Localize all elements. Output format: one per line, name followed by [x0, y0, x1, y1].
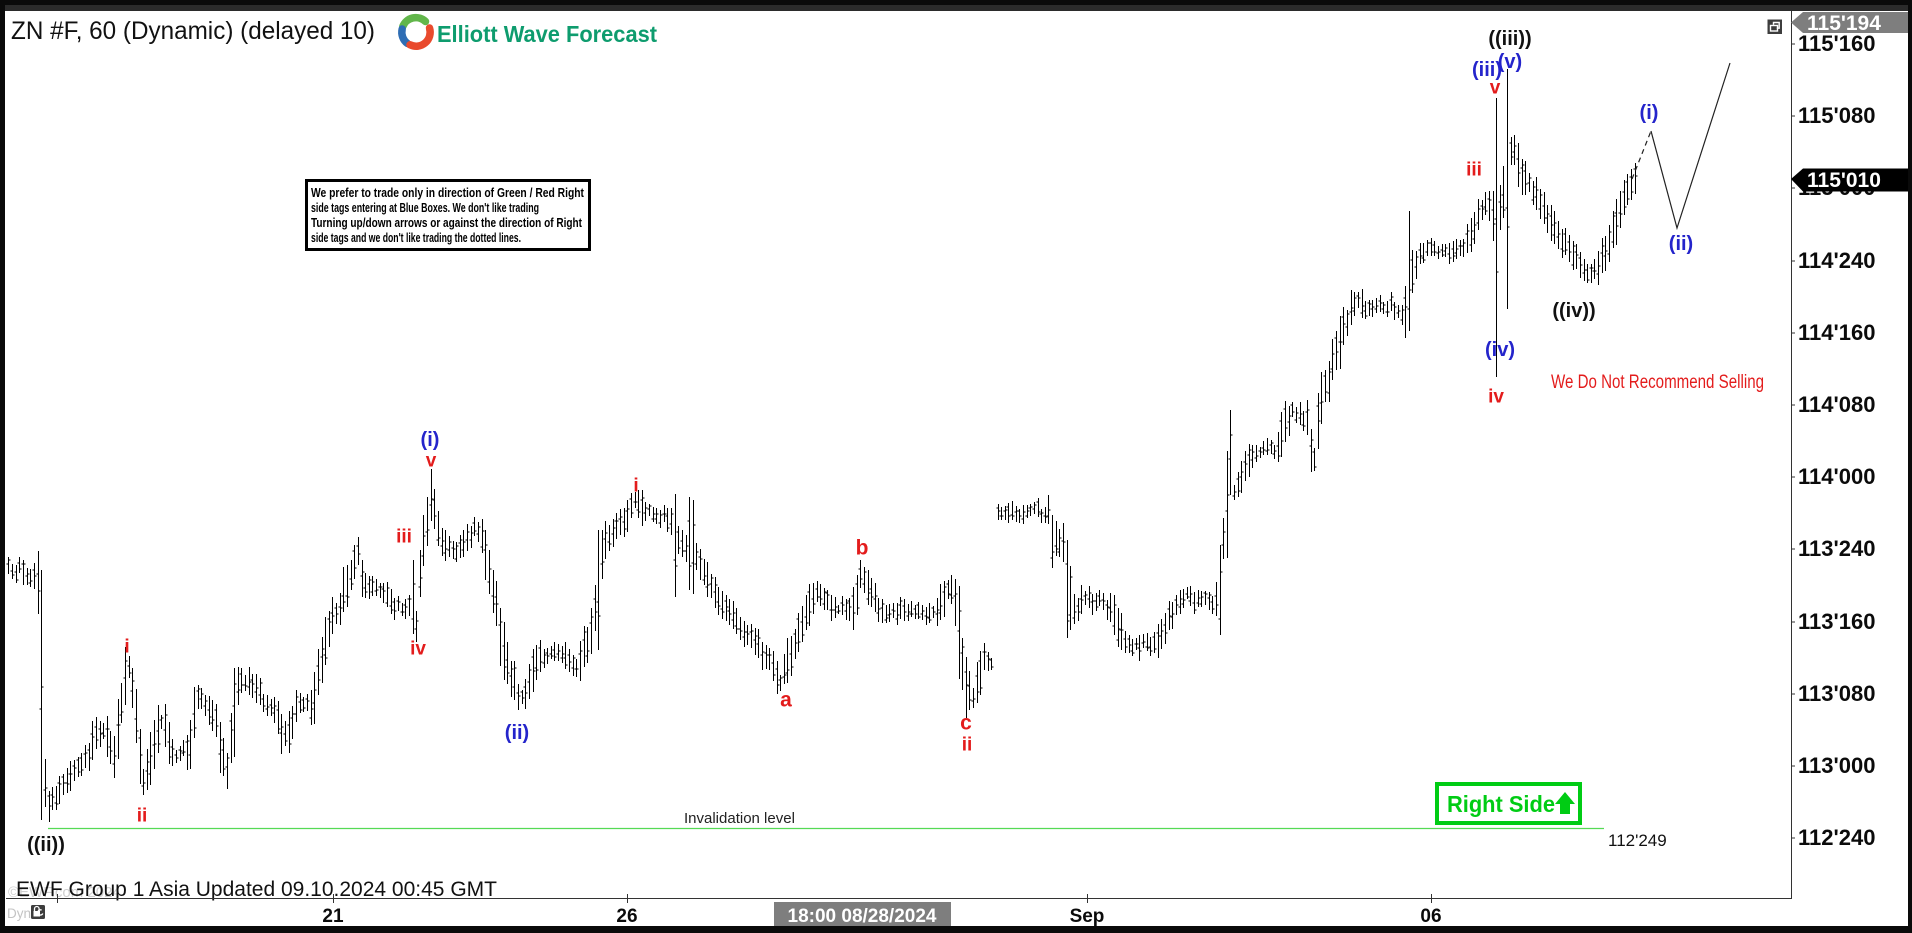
svg-text:21: 21 [322, 906, 344, 927]
svg-text:Elliott Wave Forecast: Elliott Wave Forecast [437, 21, 657, 47]
svg-text:iii: iii [1466, 160, 1482, 181]
svg-text:Dyn: Dyn [7, 906, 31, 921]
svg-text:113'080: 113'080 [1798, 681, 1875, 706]
svg-text:(ii): (ii) [505, 722, 529, 744]
svg-text:26: 26 [616, 906, 637, 927]
svg-text:Turning up/down arrows or agai: Turning up/down arrows or against the di… [311, 216, 583, 230]
svg-text:iv: iv [410, 639, 426, 660]
svg-text:115'080: 115'080 [1798, 103, 1875, 128]
svg-text:(v): (v) [1498, 51, 1522, 73]
svg-text:EWF Group 1 Asia Updated 09.10: EWF Group 1 Asia Updated 09.10.2024 00:4… [16, 878, 497, 901]
svg-text:((iii)): ((iii)) [1488, 28, 1531, 50]
svg-text:side tags and we don't like tr: side tags and we don't like trading the … [311, 231, 521, 245]
svg-text:112'249: 112'249 [1608, 831, 1667, 850]
svg-text:115'010: 115'010 [1807, 169, 1881, 192]
svg-text:a: a [780, 689, 792, 712]
svg-text:112'240: 112'240 [1798, 825, 1875, 850]
svg-text:Right Side: Right Side [1447, 791, 1555, 817]
svg-text:(ii): (ii) [1669, 233, 1693, 255]
svg-text:ZN #F, 60 (Dynamic) (delayed 1: ZN #F, 60 (Dynamic) (delayed 10) [11, 17, 375, 45]
svg-text:Invalidation level: Invalidation level [684, 810, 795, 827]
svg-text:We prefer to trade only in dir: We prefer to trade only in direction of … [311, 186, 585, 200]
svg-text:We Do Not Recommend Selling: We Do Not Recommend Selling [1551, 372, 1764, 393]
svg-text:(i): (i) [421, 429, 440, 451]
svg-text:iii: iii [396, 527, 412, 548]
svg-text:v: v [426, 451, 437, 472]
svg-text:v: v [1490, 78, 1501, 99]
svg-text:113'240: 113'240 [1798, 536, 1875, 561]
svg-text:ii: ii [137, 806, 148, 827]
svg-text:((ii)): ((ii)) [27, 834, 65, 856]
svg-text:side tags entering at Blue Box: side tags entering at Blue Boxes. We don… [311, 201, 539, 215]
svg-text:18:00 08/28/2024: 18:00 08/28/2024 [788, 906, 937, 927]
svg-text:113'000: 113'000 [1798, 753, 1875, 778]
svg-text:(i): (i) [1640, 102, 1659, 124]
svg-text:115'194: 115'194 [1807, 12, 1881, 35]
svg-text:115'160: 115'160 [1798, 31, 1875, 56]
svg-text:©EWF.com 2024: ©EWF.com 2024 [8, 884, 121, 901]
svg-text:Sep: Sep [1070, 906, 1105, 927]
svg-text:ii: ii [962, 735, 973, 756]
svg-text:iv: iv [1488, 387, 1504, 408]
svg-text:06: 06 [1420, 906, 1441, 927]
svg-text:(iii): (iii) [1472, 59, 1502, 81]
svg-text:114'160: 114'160 [1798, 320, 1875, 345]
svg-text:i: i [633, 476, 638, 497]
svg-text:((iv)): ((iv)) [1552, 300, 1595, 322]
svg-text:c: c [960, 712, 972, 735]
svg-text:114'240: 114'240 [1798, 248, 1875, 273]
svg-text:b: b [856, 537, 869, 560]
svg-text:i: i [124, 637, 129, 658]
svg-text:(iv): (iv) [1485, 339, 1515, 361]
svg-text:113'160: 113'160 [1798, 609, 1875, 634]
svg-text:114'000: 114'000 [1798, 464, 1875, 489]
svg-text:114'080: 114'080 [1798, 392, 1875, 417]
